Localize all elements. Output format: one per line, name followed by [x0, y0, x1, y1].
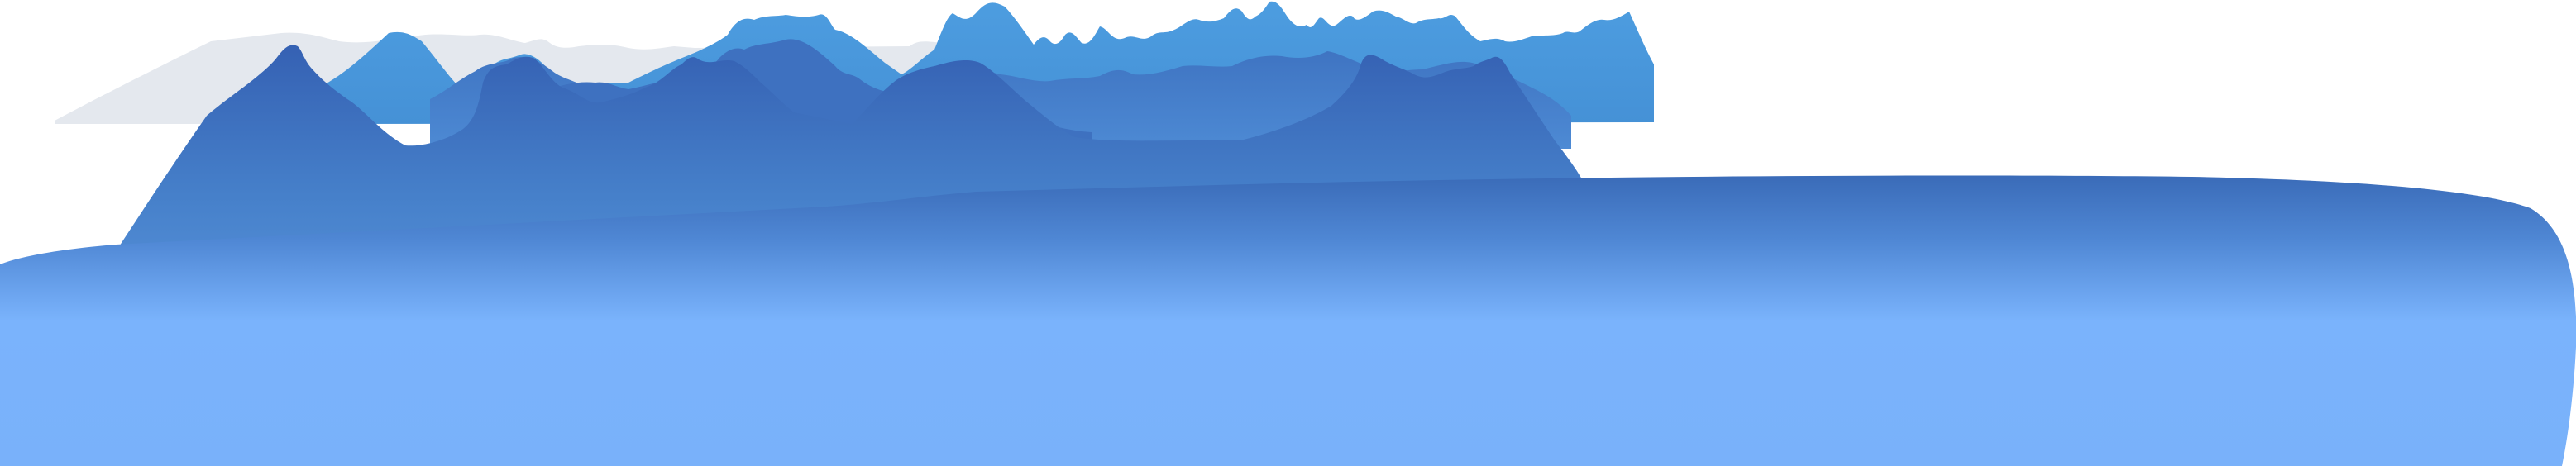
water-plane [0, 175, 2576, 466]
